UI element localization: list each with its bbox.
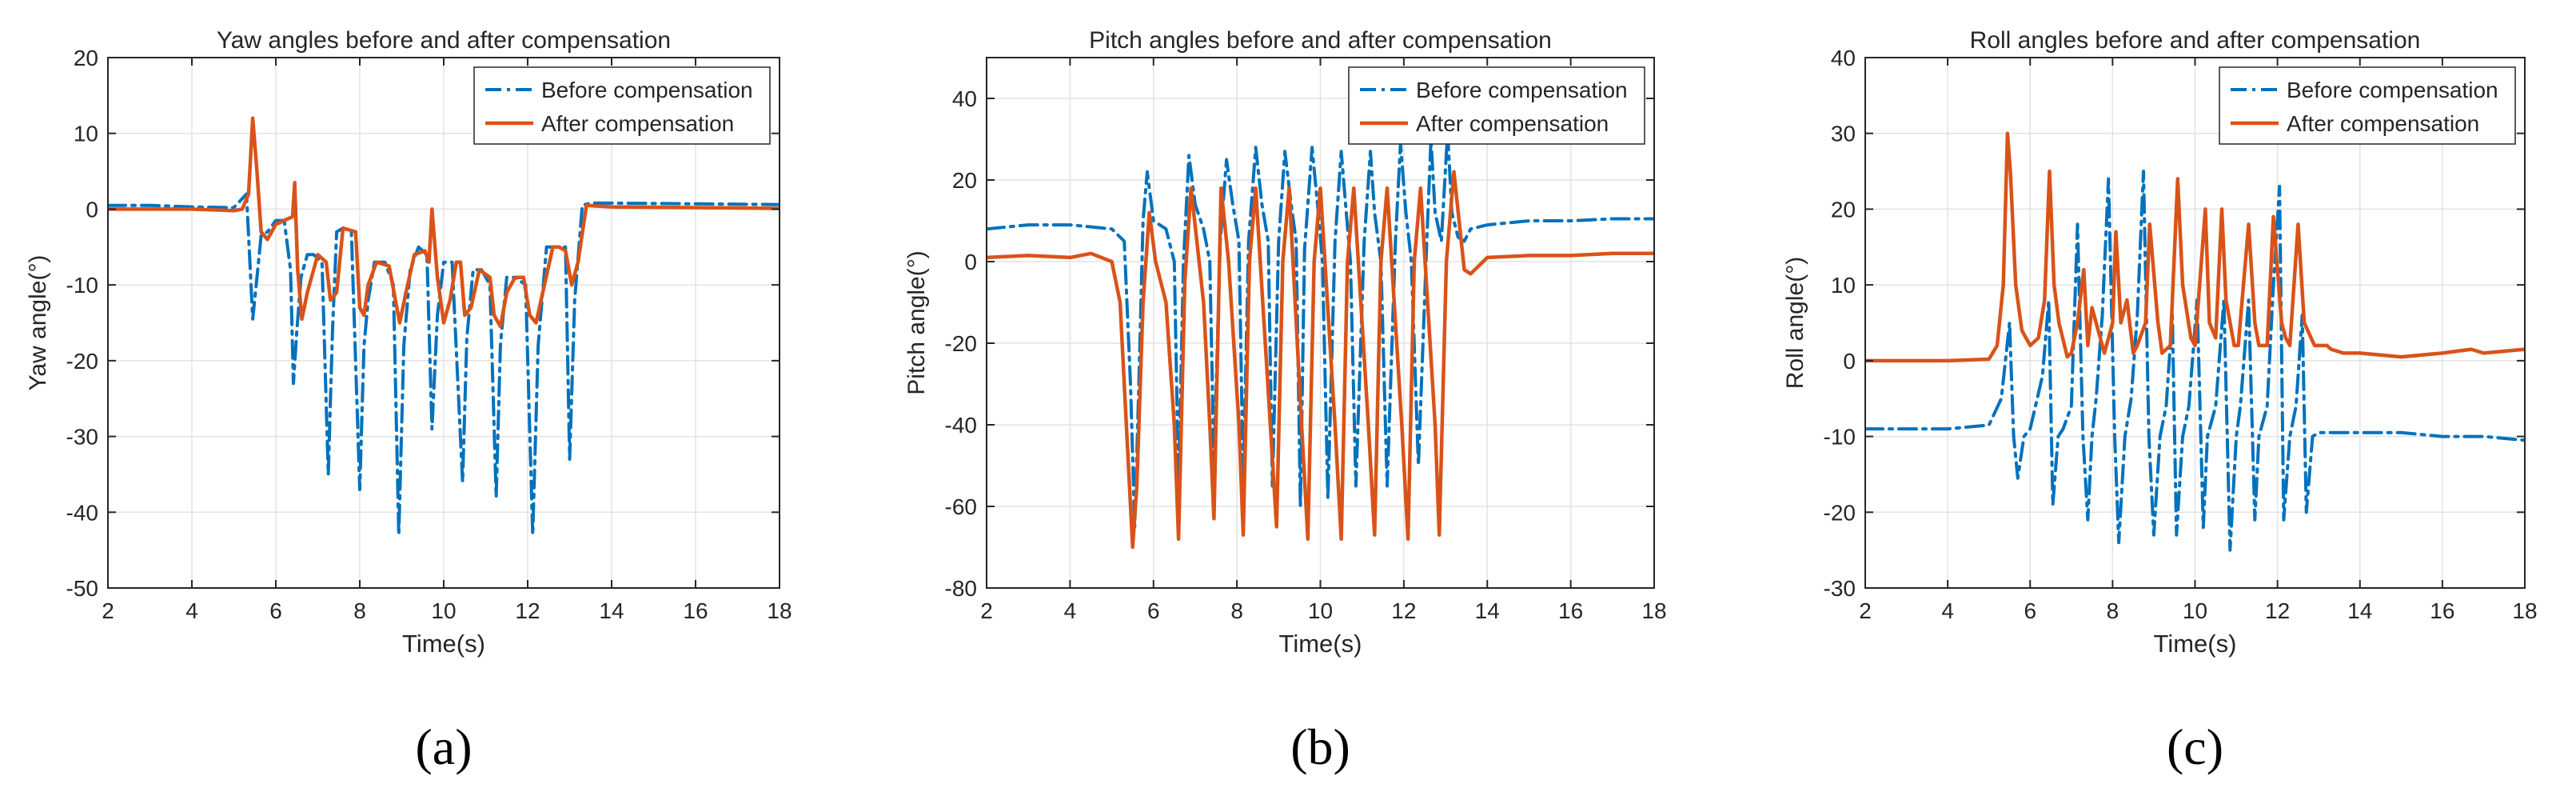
y-tick-label: -50 (66, 576, 98, 601)
x-tick-label: 12 (1391, 598, 1416, 623)
x-tick-label: 4 (1064, 598, 1077, 623)
chart-title: Yaw angles before and after compensation (217, 27, 671, 54)
x-tick-label: 16 (683, 598, 708, 623)
y-axis-label: Yaw angle(°) (25, 255, 51, 391)
ticks: 2 4 6 8 10 12 14 16 18 -80 -60 -40 -20 0 20 40 (945, 58, 1667, 623)
y-tick-label: -10 (66, 273, 98, 298)
x-axis-label: Time(s) (1279, 630, 1362, 658)
x-tick-label: 8 (353, 598, 366, 623)
legend-entry: After compensation (541, 111, 734, 136)
x-tick-label: 6 (2024, 598, 2036, 623)
chart-title: Roll angles before and after compensatio… (1970, 27, 2421, 54)
series-line-after (108, 116, 780, 329)
chart-svg: 2 4 6 8 10 12 14 16 18 -50 -40 -30 -20 -10 0 10 20 Yaw an… (25, 27, 792, 775)
legend-entry: Before compensation (1416, 78, 1628, 102)
legend-entry: After compensation (2287, 111, 2479, 136)
y-axis-label: Roll angle(°) (1782, 257, 1808, 389)
ticks: 2 4 6 8 10 12 14 16 18 -30 -20 -10 0 10 20 30 40 (1824, 46, 2538, 623)
x-tick-label: 4 (185, 598, 198, 623)
y-tick-label: -30 (66, 425, 98, 450)
y-tick-label: 0 (964, 250, 977, 274)
series-line-before (987, 129, 1654, 529)
legend-box (473, 66, 771, 145)
series-group (108, 116, 780, 537)
y-tick-label: -20 (66, 349, 98, 374)
y-tick-label: 40 (952, 86, 977, 111)
x-tick-label: 18 (1641, 598, 1666, 623)
chart-title: Pitch angles before and after compensati… (1089, 27, 1552, 54)
x-tick-label: 2 (980, 598, 993, 623)
x-tick-label: 8 (1230, 598, 1243, 623)
legend: Before compensation After compensation (473, 66, 771, 145)
y-tick-label: -30 (1824, 576, 1856, 601)
x-tick-label: 14 (2347, 598, 2372, 623)
y-tick-label: -10 (1824, 425, 1856, 450)
y-tick-label: 30 (1831, 122, 1856, 146)
x-tick-label: 2 (102, 598, 114, 623)
y-tick-label: -40 (66, 500, 98, 525)
y-tick-label: 0 (1843, 349, 1856, 374)
x-tick-label: 18 (767, 598, 792, 623)
x-tick-label: 6 (1147, 598, 1160, 623)
x-tick-label: 14 (1475, 598, 1500, 623)
legend: Before compensation After compensation (1348, 66, 1645, 145)
subfigure-label: (a) (415, 718, 472, 775)
x-tick-label: 16 (2430, 598, 2454, 623)
x-tick-label: 4 (1941, 598, 1954, 623)
chart-panel-yaw: 2 4 6 8 10 12 14 16 18 -50 -40 -30 -20 -10 0 10 20 Yaw an… (0, 0, 859, 792)
y-tick-label: 20 (1831, 197, 1856, 222)
legend-entry: After compensation (1416, 111, 1609, 136)
y-tick-label: -60 (945, 494, 977, 519)
legend-entry: Before compensation (2287, 78, 2498, 102)
y-axis-label: Pitch angle(°) (903, 250, 930, 394)
subfigure-label: (c) (2167, 718, 2223, 775)
y-tick-label: 0 (86, 197, 98, 222)
y-tick-label: -40 (945, 413, 977, 438)
x-tick-label: 6 (269, 598, 282, 623)
y-tick-label: 20 (74, 46, 98, 70)
chart-svg: 2 4 6 8 10 12 14 16 18 -30 -20 -10 0 10 20 30 40 Roll ang… (1782, 27, 2538, 775)
subfigure-label: (b) (1290, 718, 1350, 775)
y-tick-label: -20 (945, 331, 977, 356)
x-axis-label: Time(s) (2154, 630, 2237, 658)
chart-panel-pitch: 2 4 6 8 10 12 14 16 18 -80 -60 -40 -20 0 20 40 Pitch ang… (859, 0, 1717, 792)
y-tick-label: 20 (952, 168, 977, 193)
x-axis-label: Time(s) (402, 630, 485, 658)
legend-box (2219, 66, 2516, 145)
x-tick-label: 10 (431, 598, 456, 623)
x-tick-label: 14 (599, 598, 624, 623)
x-tick-label: 8 (2107, 598, 2119, 623)
legend: Before compensation After compensation (2219, 66, 2516, 145)
y-tick-label: 10 (74, 122, 98, 146)
legend-entry: Before compensation (541, 78, 753, 102)
x-tick-label: 18 (2512, 598, 2537, 623)
x-tick-label: 2 (1859, 598, 1872, 623)
series-group (1865, 131, 2525, 552)
series-line-after (1865, 131, 2525, 363)
x-tick-label: 12 (515, 598, 540, 623)
series-group (987, 129, 1654, 550)
x-tick-label: 12 (2265, 598, 2290, 623)
x-tick-label: 10 (1308, 598, 1333, 623)
x-tick-label: 16 (1558, 598, 1583, 623)
x-tick-label: 10 (2183, 598, 2207, 623)
chart-svg: 2 4 6 8 10 12 14 16 18 -80 -60 -40 -20 0 20 40 Pitch ang… (903, 27, 1667, 775)
chart-panel-roll: 2 4 6 8 10 12 14 16 18 -30 -20 -10 0 10 20 30 40 Roll ang… (1717, 0, 2576, 792)
series-line-after (987, 170, 1654, 550)
y-tick-label: 40 (1831, 46, 1856, 70)
y-tick-label: -20 (1824, 500, 1856, 525)
y-tick-label: 10 (1831, 273, 1856, 298)
y-tick-label: -80 (945, 576, 977, 601)
ticks: 2 4 6 8 10 12 14 16 18 -50 -40 -30 -20 -10 0 10 20 (66, 46, 792, 623)
legend-box (1348, 66, 1645, 145)
